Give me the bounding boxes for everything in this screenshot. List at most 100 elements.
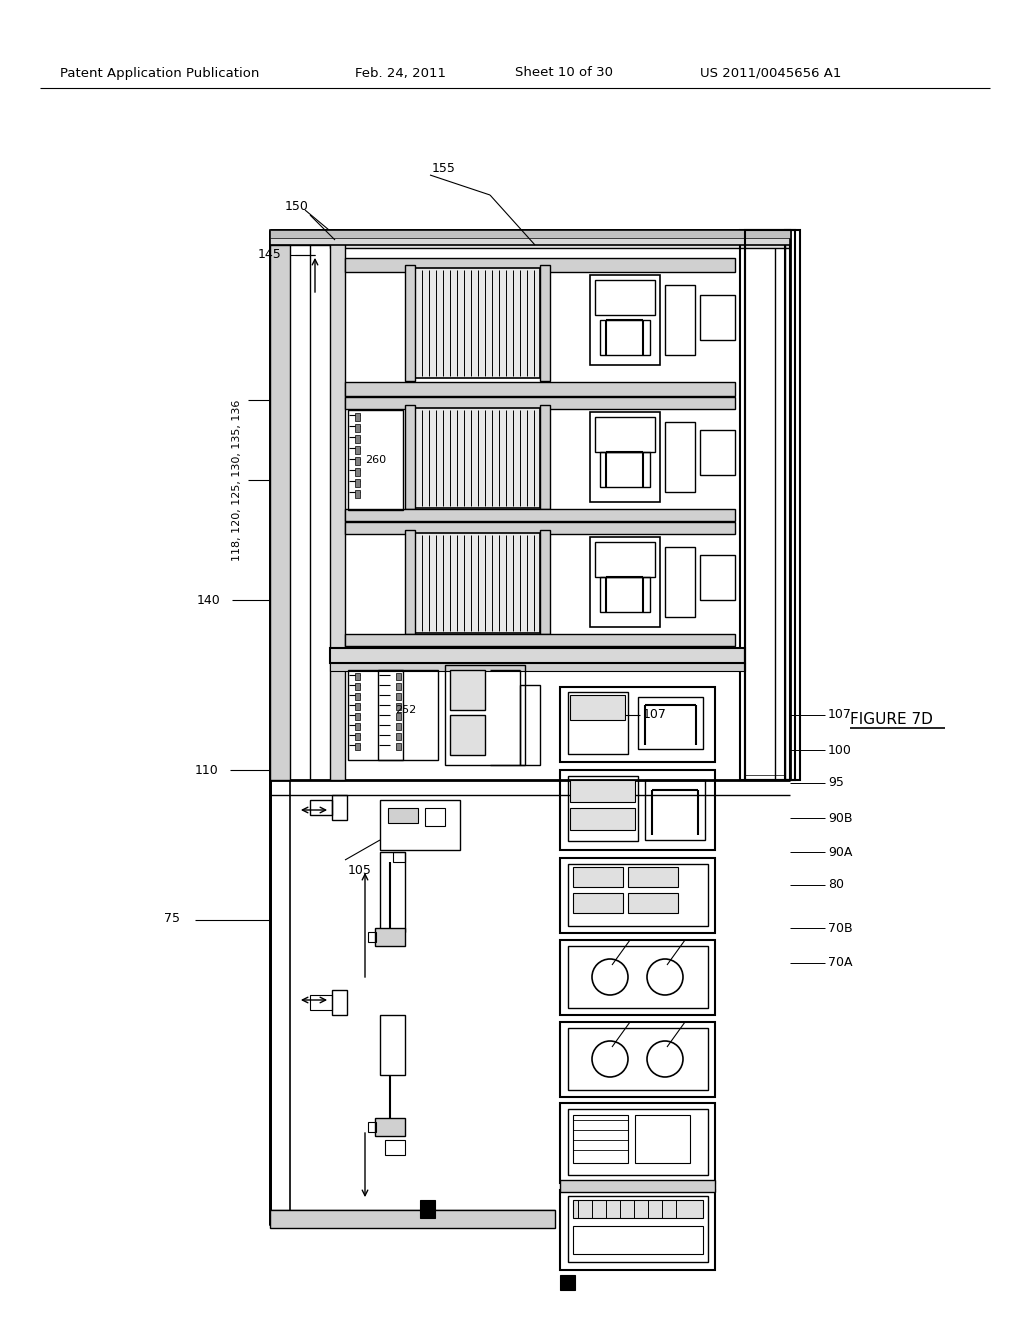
Bar	[406, 405, 415, 510]
Bar	[330, 663, 745, 671]
Bar	[425, 808, 445, 826]
Text: 252: 252	[395, 705, 416, 715]
Bar	[560, 940, 715, 1015]
Bar	[600, 451, 650, 487]
Bar	[560, 1022, 715, 1097]
Bar	[330, 648, 745, 663]
Bar	[540, 531, 550, 634]
Bar	[406, 531, 415, 634]
Bar	[595, 417, 655, 451]
Bar	[355, 733, 360, 741]
Text: 90B: 90B	[828, 812, 853, 825]
Bar	[345, 634, 735, 645]
Bar	[450, 671, 485, 710]
Bar	[355, 743, 360, 750]
Bar	[355, 413, 360, 421]
Text: 145: 145	[258, 248, 282, 261]
Bar	[573, 867, 623, 887]
Bar	[450, 715, 485, 755]
Bar	[665, 546, 695, 616]
Bar	[568, 865, 708, 927]
Bar	[388, 808, 418, 822]
Text: 107: 107	[643, 709, 667, 722]
Bar	[560, 686, 715, 762]
Text: 90A: 90A	[828, 846, 852, 858]
Bar	[393, 851, 406, 862]
Bar	[573, 1226, 703, 1254]
Bar	[378, 671, 438, 760]
Bar	[355, 457, 360, 465]
Bar	[785, 230, 800, 780]
Bar	[345, 510, 735, 521]
Bar	[345, 397, 735, 409]
Bar	[573, 1115, 628, 1163]
Bar	[355, 673, 360, 680]
Bar	[560, 858, 715, 933]
Bar	[330, 230, 345, 780]
Bar	[270, 230, 790, 246]
Bar	[355, 723, 360, 730]
Bar	[445, 665, 525, 766]
Text: Feb. 24, 2011: Feb. 24, 2011	[355, 66, 446, 79]
Bar	[590, 275, 660, 366]
Bar	[355, 479, 360, 487]
Bar	[665, 285, 695, 355]
Bar	[560, 770, 715, 850]
Bar	[345, 257, 735, 272]
Text: 100: 100	[828, 743, 852, 756]
Bar	[745, 230, 795, 780]
Text: 150: 150	[285, 201, 309, 214]
Bar	[310, 995, 332, 1010]
Bar	[406, 265, 415, 381]
Bar	[270, 246, 290, 780]
Bar	[355, 490, 360, 498]
Bar	[568, 1196, 708, 1262]
Bar	[270, 1210, 555, 1228]
Bar	[410, 268, 540, 378]
Bar	[345, 521, 735, 535]
Bar	[348, 671, 403, 760]
Bar	[368, 932, 376, 942]
Text: 75: 75	[164, 912, 180, 924]
Bar	[396, 743, 401, 750]
Bar	[638, 697, 703, 748]
Bar	[410, 408, 540, 508]
Text: FIGURE 7D: FIGURE 7D	[850, 713, 933, 727]
Bar	[628, 894, 678, 913]
Bar	[310, 800, 332, 814]
Bar	[375, 928, 406, 946]
Text: 80: 80	[828, 879, 844, 891]
Bar	[385, 1140, 406, 1155]
Bar	[348, 411, 403, 510]
Bar	[355, 704, 360, 710]
Bar	[568, 946, 708, 1008]
Bar	[355, 424, 360, 432]
Text: 118, 120, 125, 130, 135, 136: 118, 120, 125, 130, 135, 136	[232, 400, 242, 561]
Bar	[635, 1115, 690, 1163]
Bar	[645, 780, 705, 840]
Bar	[330, 230, 790, 248]
Text: 155: 155	[432, 161, 456, 174]
Bar	[355, 682, 360, 690]
Bar	[380, 800, 460, 850]
Bar	[520, 685, 540, 766]
Bar	[396, 723, 401, 730]
Text: 70A: 70A	[828, 957, 853, 969]
Bar	[573, 1200, 703, 1218]
Bar	[570, 808, 635, 830]
Bar	[540, 265, 550, 381]
Bar	[396, 693, 401, 700]
Bar	[380, 1015, 406, 1074]
Bar	[700, 294, 735, 341]
Bar	[410, 533, 540, 634]
Bar	[355, 446, 360, 454]
Bar	[600, 319, 650, 355]
Bar	[396, 673, 401, 680]
Bar	[396, 733, 401, 741]
Bar	[560, 1275, 575, 1290]
Bar	[665, 422, 695, 492]
Bar	[345, 381, 735, 396]
Bar	[560, 1180, 715, 1192]
Text: 70B: 70B	[828, 921, 853, 935]
Text: 95: 95	[828, 776, 844, 789]
